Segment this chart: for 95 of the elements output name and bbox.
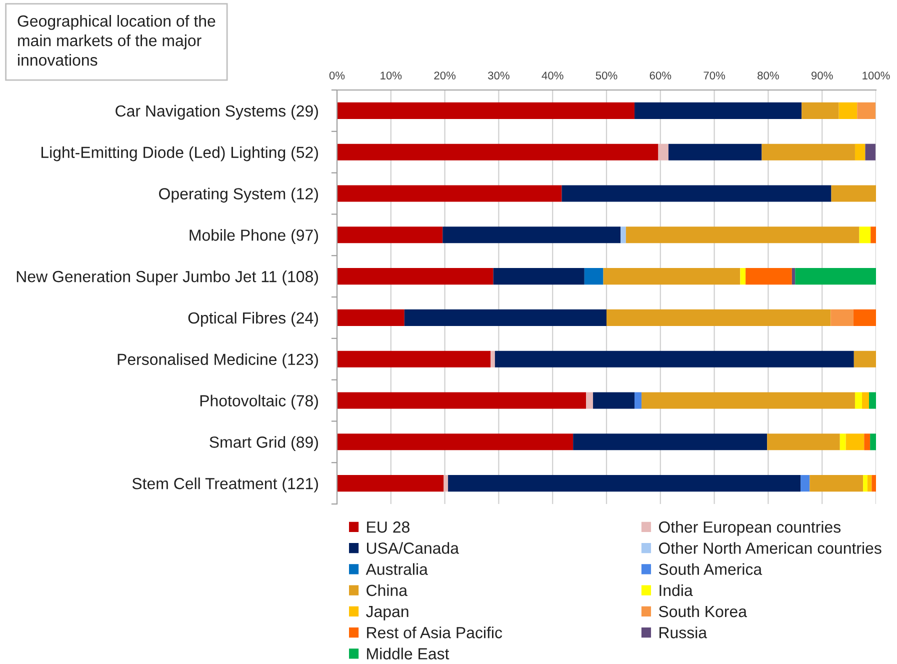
bar — [846, 434, 864, 450]
bar — [593, 392, 635, 409]
bar — [337, 350, 491, 368]
bar — [337, 144, 658, 160]
bar — [626, 226, 860, 244]
bar — [620, 226, 626, 244]
bar — [792, 268, 796, 285]
y-tick-label: Operating System (12) — [159, 188, 318, 203]
bar — [642, 392, 855, 409]
bar — [584, 268, 604, 285]
bar — [872, 475, 876, 492]
bar — [795, 268, 876, 285]
bar — [448, 475, 801, 492]
legend-label: China — [366, 584, 408, 596]
bar — [867, 475, 872, 492]
bar — [746, 268, 792, 285]
bar — [493, 268, 584, 285]
bar — [854, 350, 876, 368]
bar — [870, 434, 876, 450]
y-tick-label: Personalised Medicine (123) — [118, 353, 318, 368]
bar — [337, 392, 586, 409]
bar — [337, 185, 562, 202]
x-tick-label: 10% — [380, 72, 402, 80]
legend-label: EU 28 — [367, 521, 410, 533]
bar — [562, 185, 832, 202]
bar — [658, 144, 668, 160]
bar — [831, 185, 876, 202]
bar — [868, 392, 876, 409]
x-tick-label: 50% — [596, 72, 618, 80]
legend-label: South Korea — [658, 605, 748, 618]
bar — [606, 309, 831, 326]
bar — [586, 392, 594, 409]
bar — [863, 475, 868, 492]
bar — [668, 144, 762, 160]
y-tick-label: Light-Emitting Diode (Led) Lighting (52) — [42, 146, 318, 162]
bar — [337, 434, 574, 450]
legend-label: India — [660, 584, 693, 596]
x-tick-label: 60% — [650, 72, 672, 80]
y-tick-label: Mobile Phone (97) — [190, 229, 318, 244]
y-tick-label: Photovoltaic (78) — [200, 394, 318, 410]
x-tick-label: 90% — [812, 72, 833, 80]
bar — [494, 350, 854, 368]
bar — [859, 226, 871, 244]
legend-label: Other European countries — [658, 521, 841, 536]
y-tick-label: Smart Grid (89) — [210, 436, 318, 451]
bar — [337, 268, 494, 285]
text: Geographical location of the main markets of the major innovations — [18, 15, 216, 66]
y-tick-label: Car Navigation Systems (29) — [116, 104, 318, 120]
y-tick-label: Stem Cell Treatment (121) — [132, 478, 318, 492]
legend-label: USA/Canada — [367, 542, 459, 554]
bar — [490, 350, 495, 368]
bar — [840, 434, 846, 450]
legend-label: Middle East — [367, 648, 450, 660]
bar — [854, 392, 862, 409]
bar — [857, 102, 876, 119]
x-tick-label: 100% — [862, 72, 890, 80]
x-tick-label: 70% — [704, 72, 726, 80]
bar — [337, 475, 444, 492]
bar — [767, 434, 840, 450]
x-tick-label: 40% — [542, 72, 564, 80]
bar — [442, 226, 621, 244]
bar — [337, 226, 443, 244]
bar — [337, 309, 404, 326]
bar — [634, 102, 802, 119]
bar — [862, 392, 869, 409]
x-tick-label: 80% — [758, 72, 779, 80]
bar — [830, 309, 854, 326]
legend-label: Japan — [366, 606, 408, 620]
y-tick-label: Optical Fibres (24) — [188, 312, 318, 327]
legend-label: Australia — [366, 563, 428, 575]
y-tick-label: New Generation Super Jumbo Jet 11 (108) — [16, 270, 318, 286]
x-tick-label: 30% — [488, 72, 510, 80]
bar — [853, 309, 876, 326]
bar — [838, 102, 858, 119]
legend-label: South America — [658, 563, 762, 575]
bar — [802, 102, 839, 119]
bar — [603, 268, 740, 285]
bar — [337, 102, 635, 119]
bar — [740, 268, 746, 285]
x-tick-label: 20% — [434, 72, 456, 80]
bar — [762, 144, 855, 160]
bar — [864, 434, 870, 450]
bar — [870, 226, 876, 244]
bar — [865, 144, 876, 160]
legend-label: Russia — [660, 626, 708, 638]
bar — [810, 475, 864, 492]
bar — [634, 392, 642, 409]
bar — [404, 309, 606, 326]
x-tick-label: 0% — [329, 72, 345, 80]
legend-label: Other North American countries — [658, 542, 882, 554]
bar — [800, 475, 810, 492]
bar — [573, 434, 768, 450]
legend-label: Rest of Asia Pacific — [367, 626, 502, 638]
bar — [444, 475, 448, 492]
bar — [854, 144, 866, 160]
